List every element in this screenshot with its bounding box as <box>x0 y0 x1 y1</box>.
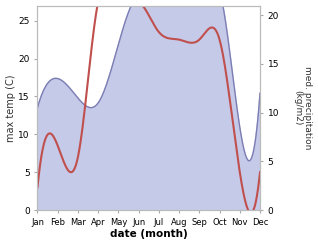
Y-axis label: max temp (C): max temp (C) <box>5 74 16 142</box>
X-axis label: date (month): date (month) <box>110 230 188 239</box>
Y-axis label: med. precipitation
(kg/m2): med. precipitation (kg/m2) <box>293 66 313 149</box>
